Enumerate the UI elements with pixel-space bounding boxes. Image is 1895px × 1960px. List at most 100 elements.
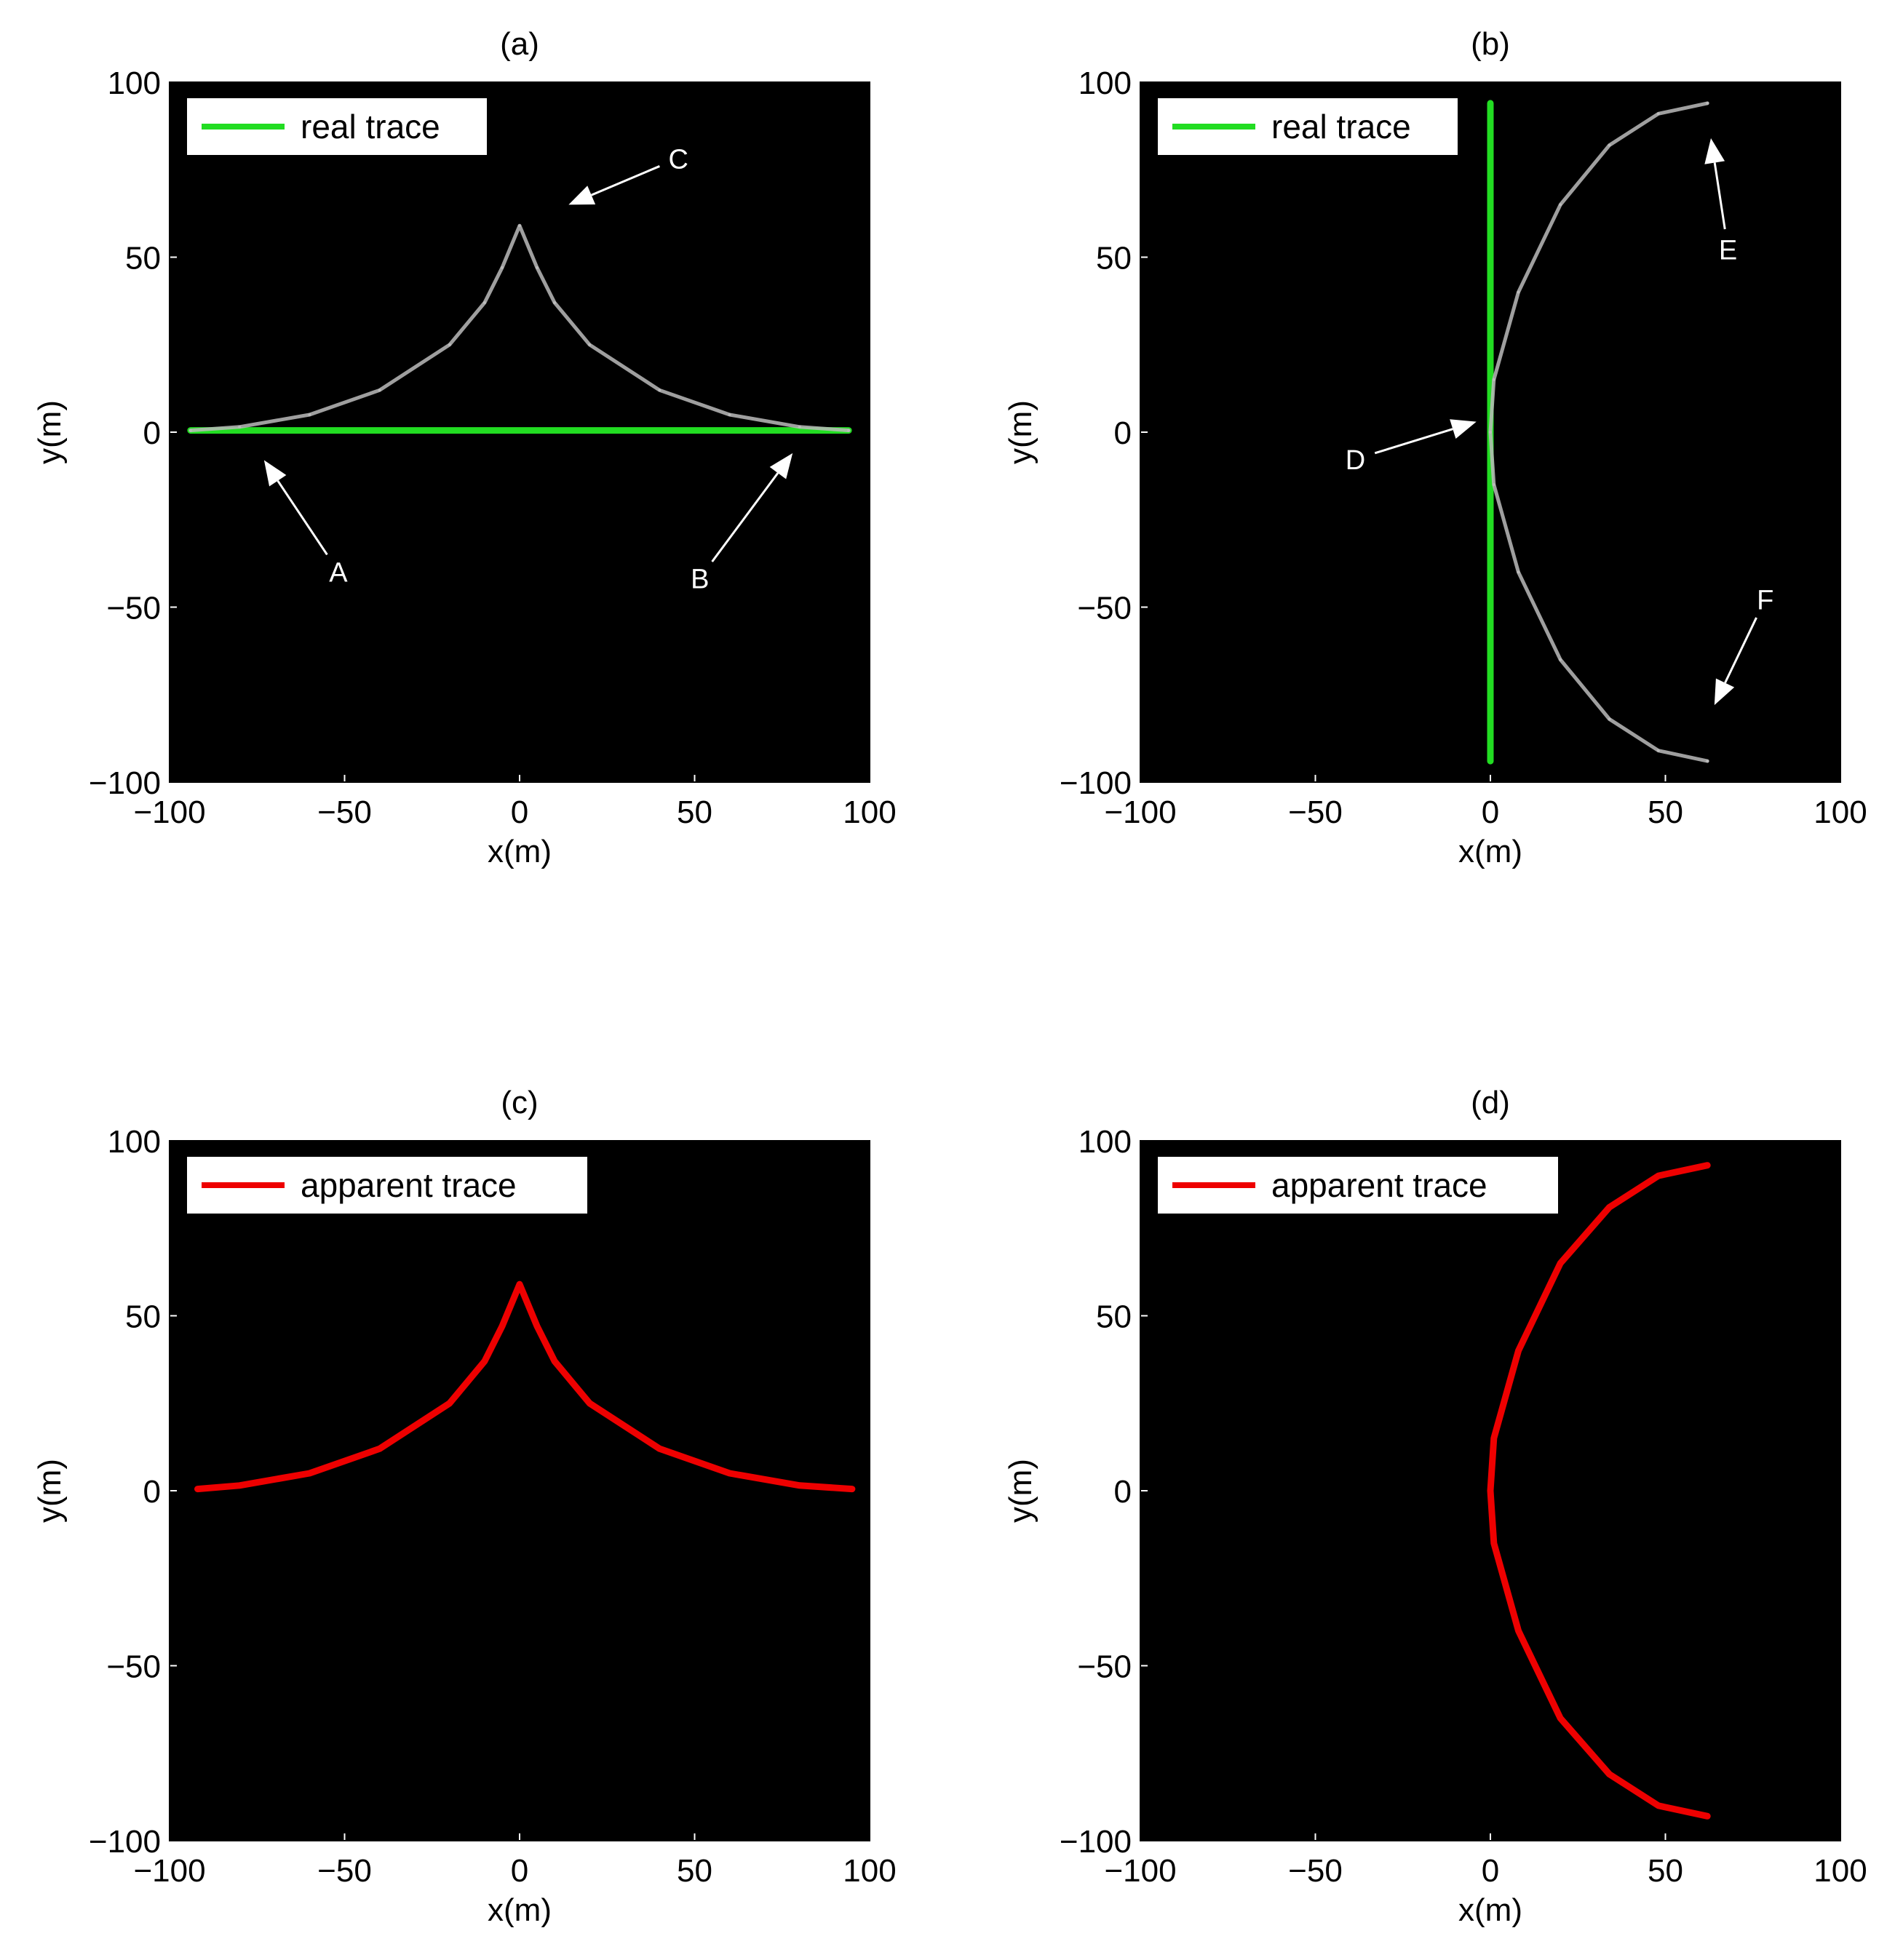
panel-title: (d) bbox=[1471, 1085, 1510, 1120]
annotation-arrow-F: F bbox=[1714, 586, 1773, 706]
y-tick-label: −100 bbox=[89, 765, 161, 801]
y-tick-label: −50 bbox=[106, 591, 161, 626]
data-point bbox=[728, 413, 731, 416]
data-point bbox=[1706, 101, 1709, 105]
annotation-arrow-A: A bbox=[263, 460, 348, 589]
data-point bbox=[535, 1323, 540, 1328]
panel-c: (c) −100 −50 0 50 100 100 50 0 −50 −100 x(m) y(m) app… bbox=[32, 1085, 897, 1928]
data-point bbox=[797, 1483, 802, 1488]
x-axis-label: x(m) bbox=[488, 1892, 552, 1928]
data-point bbox=[377, 1446, 382, 1451]
y-tick-label: −100 bbox=[1060, 1824, 1132, 1860]
x-tick-label: −50 bbox=[1288, 1853, 1343, 1889]
data-point bbox=[1705, 1163, 1710, 1168]
y-tick-label: 0 bbox=[143, 1474, 161, 1510]
data-point bbox=[1656, 749, 1660, 752]
data-point bbox=[1607, 1205, 1612, 1210]
legend: apparent trace bbox=[1158, 1157, 1558, 1214]
data-point bbox=[237, 1483, 242, 1488]
x-tick-label: 100 bbox=[843, 794, 896, 830]
arrow-head bbox=[769, 453, 793, 479]
data-point bbox=[1489, 431, 1492, 434]
y-tick-label: 0 bbox=[1114, 415, 1132, 451]
data-point bbox=[588, 343, 592, 346]
panel-title: (b) bbox=[1471, 26, 1510, 62]
arrow-head bbox=[1450, 419, 1477, 439]
arrow-shaft bbox=[591, 165, 660, 196]
x-tick-label: 0 bbox=[1482, 1853, 1499, 1889]
annotation-label: C bbox=[668, 145, 688, 175]
data-point bbox=[1492, 483, 1495, 487]
y-tick-label: −50 bbox=[106, 1649, 161, 1685]
data-point bbox=[1706, 760, 1709, 763]
arrow-shaft bbox=[1713, 162, 1726, 230]
legend-label: apparent trace bbox=[1271, 1166, 1487, 1204]
data-point bbox=[1558, 1261, 1563, 1266]
arrow-shaft bbox=[1374, 428, 1453, 455]
x-tick-label: 50 bbox=[1648, 794, 1683, 830]
y-axis-label: y(m) bbox=[1003, 400, 1038, 464]
data-point bbox=[1492, 378, 1495, 381]
data-point bbox=[1559, 658, 1562, 661]
x-tick-label: −100 bbox=[133, 1853, 205, 1889]
y-tick-label: 100 bbox=[108, 65, 161, 101]
data-point bbox=[1558, 1716, 1563, 1721]
x-tick-label: −50 bbox=[317, 1853, 372, 1889]
x-tick-label: −50 bbox=[317, 794, 372, 830]
data-point bbox=[1608, 143, 1611, 147]
y-tick-label: −100 bbox=[1060, 765, 1132, 801]
data-point bbox=[658, 389, 662, 392]
x-axis-label: x(m) bbox=[1458, 834, 1522, 869]
x-tick-label: −100 bbox=[1104, 794, 1176, 830]
axes-frame bbox=[1140, 1140, 1841, 1841]
y-tick-label: 100 bbox=[1078, 1124, 1132, 1160]
annotation-label: F bbox=[1757, 586, 1773, 616]
x-tick-label: 50 bbox=[677, 794, 712, 830]
data-point bbox=[1656, 1803, 1661, 1808]
x-tick-label: −100 bbox=[133, 794, 205, 830]
data-point bbox=[447, 1401, 452, 1406]
arrow-head bbox=[1704, 138, 1725, 164]
panel-d: (d) −100 −50 0 50 100 100 50 0 −50 −100 x(m) y(m) app… bbox=[1003, 1085, 1867, 1928]
annotation-label: A bbox=[329, 558, 348, 589]
data-point bbox=[1491, 1541, 1496, 1546]
data-point bbox=[308, 413, 311, 416]
data-point bbox=[238, 425, 242, 429]
panel-title: (a) bbox=[500, 26, 539, 62]
annotation-arrow-D: D bbox=[1346, 419, 1477, 476]
arrow-head bbox=[568, 186, 596, 205]
data-point bbox=[536, 266, 539, 269]
legend: real trace bbox=[1158, 98, 1458, 155]
x-tick-label: −50 bbox=[1288, 794, 1343, 830]
y-axis-label: y(m) bbox=[1003, 1459, 1038, 1523]
arrow-head bbox=[263, 460, 287, 487]
data-point bbox=[1517, 570, 1520, 574]
axes-frame bbox=[169, 1140, 870, 1841]
x-tick-label: 50 bbox=[1648, 1853, 1683, 1889]
data-point bbox=[847, 429, 851, 432]
data-point bbox=[1488, 1489, 1493, 1493]
data-point bbox=[518, 224, 521, 228]
y-tick-label: 100 bbox=[1078, 65, 1132, 101]
y-tick-label: 50 bbox=[125, 1299, 161, 1335]
y-tick-label: 100 bbox=[108, 1124, 161, 1160]
data-point bbox=[195, 1486, 200, 1491]
axes-frame bbox=[1140, 81, 1841, 783]
data-point bbox=[188, 429, 192, 432]
arrow-shaft bbox=[711, 472, 779, 562]
y-tick-label: −100 bbox=[89, 1824, 161, 1860]
data-point bbox=[1607, 1772, 1612, 1777]
x-axis-label: x(m) bbox=[488, 834, 552, 869]
data-point bbox=[1608, 717, 1611, 721]
data-point bbox=[1491, 1435, 1496, 1441]
y-tick-label: 50 bbox=[1096, 1299, 1132, 1335]
data-point bbox=[587, 1401, 592, 1406]
panel-a: (a) −100 −50 0 50 100 100 50 0 −50 −100 x(m) y(m) rea… bbox=[32, 26, 897, 869]
y-tick-label: 50 bbox=[125, 241, 161, 276]
plot-area bbox=[170, 1141, 870, 1841]
x-tick-label: −100 bbox=[1104, 1853, 1176, 1889]
arrow-shaft bbox=[1724, 617, 1757, 684]
data-point bbox=[448, 343, 451, 346]
annotation-label: E bbox=[1719, 236, 1737, 266]
